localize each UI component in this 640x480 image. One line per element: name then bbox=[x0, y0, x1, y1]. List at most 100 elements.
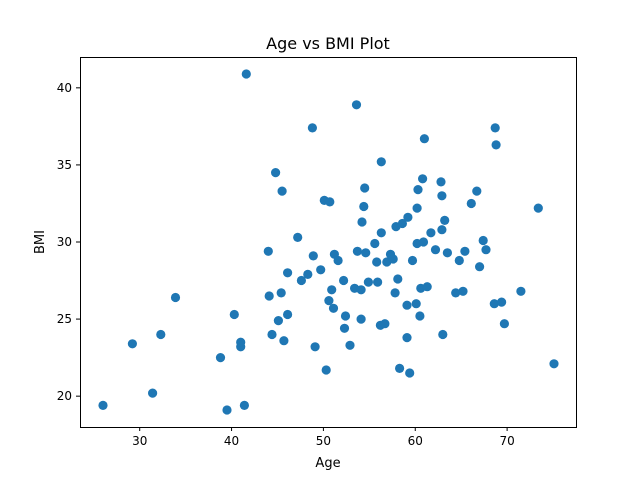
data-point bbox=[324, 296, 334, 306]
data-point bbox=[236, 337, 246, 347]
data-point bbox=[283, 309, 293, 320]
data-point bbox=[376, 228, 386, 238]
data-points bbox=[98, 69, 559, 415]
data-point bbox=[170, 292, 181, 303]
data-point bbox=[372, 257, 382, 267]
data-point bbox=[127, 339, 137, 349]
data-point bbox=[241, 69, 251, 79]
data-point bbox=[307, 123, 317, 133]
data-point bbox=[393, 274, 403, 284]
data-point bbox=[388, 254, 398, 264]
data-point bbox=[438, 329, 448, 340]
data-point bbox=[293, 232, 303, 242]
y-axis-label: BMI bbox=[33, 230, 48, 254]
data-point bbox=[460, 246, 470, 256]
data-point bbox=[357, 217, 367, 227]
data-point bbox=[328, 303, 339, 313]
data-point bbox=[402, 333, 412, 343]
data-point bbox=[458, 286, 468, 296]
data-point bbox=[264, 291, 274, 301]
data-point bbox=[481, 245, 491, 255]
data-point bbox=[418, 237, 429, 247]
data-point bbox=[356, 285, 366, 295]
data-point bbox=[273, 316, 283, 326]
data-point bbox=[395, 363, 405, 373]
data-point bbox=[430, 245, 441, 255]
data-point bbox=[310, 342, 320, 352]
data-point bbox=[327, 285, 337, 295]
data-point bbox=[296, 275, 306, 286]
data-point bbox=[370, 238, 380, 249]
data-point bbox=[413, 185, 423, 195]
data-point bbox=[475, 262, 485, 272]
data-point bbox=[415, 311, 425, 321]
data-point bbox=[442, 248, 452, 258]
data-point bbox=[499, 319, 509, 329]
data-point bbox=[412, 203, 422, 213]
data-point bbox=[440, 215, 450, 225]
data-point bbox=[419, 134, 429, 144]
data-point bbox=[276, 288, 286, 298]
data-point bbox=[363, 277, 373, 287]
y-axis-ticks: 20 25 30 35 40 bbox=[57, 81, 80, 403]
data-point bbox=[422, 282, 432, 292]
data-point bbox=[418, 174, 428, 184]
data-point bbox=[222, 405, 232, 415]
data-point bbox=[351, 100, 362, 110]
x-tick-label: 60 bbox=[408, 434, 423, 448]
data-point bbox=[549, 359, 559, 369]
data-point bbox=[407, 255, 418, 266]
data-point bbox=[271, 168, 281, 178]
data-point bbox=[98, 400, 108, 410]
data-point bbox=[497, 297, 507, 307]
data-point bbox=[239, 400, 249, 410]
data-point bbox=[361, 248, 371, 258]
data-point bbox=[279, 336, 289, 346]
x-tick-label: 30 bbox=[132, 434, 147, 448]
x-tick-label: 70 bbox=[499, 434, 514, 448]
data-point bbox=[345, 340, 355, 350]
plot-frame bbox=[80, 57, 577, 428]
data-point bbox=[376, 157, 386, 167]
x-tick-label: 40 bbox=[224, 434, 239, 448]
data-point bbox=[339, 323, 350, 333]
x-tick-label: 50 bbox=[316, 434, 331, 448]
y-tick-label: 30 bbox=[57, 235, 72, 249]
data-point bbox=[533, 203, 543, 213]
y-tick-label: 20 bbox=[57, 389, 72, 403]
y-tick-label: 25 bbox=[57, 312, 72, 326]
data-point bbox=[263, 246, 273, 256]
data-point bbox=[308, 251, 318, 261]
data-point bbox=[436, 177, 446, 187]
data-point bbox=[437, 191, 447, 201]
data-point bbox=[340, 311, 351, 321]
data-point bbox=[156, 329, 166, 340]
data-point bbox=[339, 275, 349, 286]
data-point bbox=[321, 365, 331, 375]
data-point bbox=[490, 123, 500, 133]
data-point bbox=[437, 225, 447, 235]
data-point bbox=[403, 212, 413, 222]
data-point bbox=[402, 300, 412, 310]
data-point bbox=[380, 319, 390, 329]
data-point bbox=[352, 246, 362, 256]
data-point bbox=[277, 186, 287, 196]
data-point bbox=[478, 235, 488, 246]
data-point bbox=[466, 198, 476, 209]
data-point bbox=[148, 388, 158, 398]
data-point bbox=[426, 228, 436, 238]
data-point bbox=[356, 314, 366, 324]
data-point bbox=[491, 140, 501, 150]
data-point bbox=[215, 353, 226, 363]
data-point bbox=[325, 197, 335, 207]
data-point bbox=[267, 329, 277, 340]
data-point bbox=[333, 255, 343, 266]
data-point bbox=[516, 286, 526, 296]
data-point bbox=[489, 299, 499, 309]
data-point bbox=[303, 269, 313, 279]
chart-title: Age vs BMI Plot bbox=[266, 34, 390, 53]
data-point bbox=[390, 288, 400, 298]
x-axis-ticks: 30 40 50 60 70 bbox=[132, 427, 515, 448]
y-tick-label: 40 bbox=[57, 81, 72, 95]
